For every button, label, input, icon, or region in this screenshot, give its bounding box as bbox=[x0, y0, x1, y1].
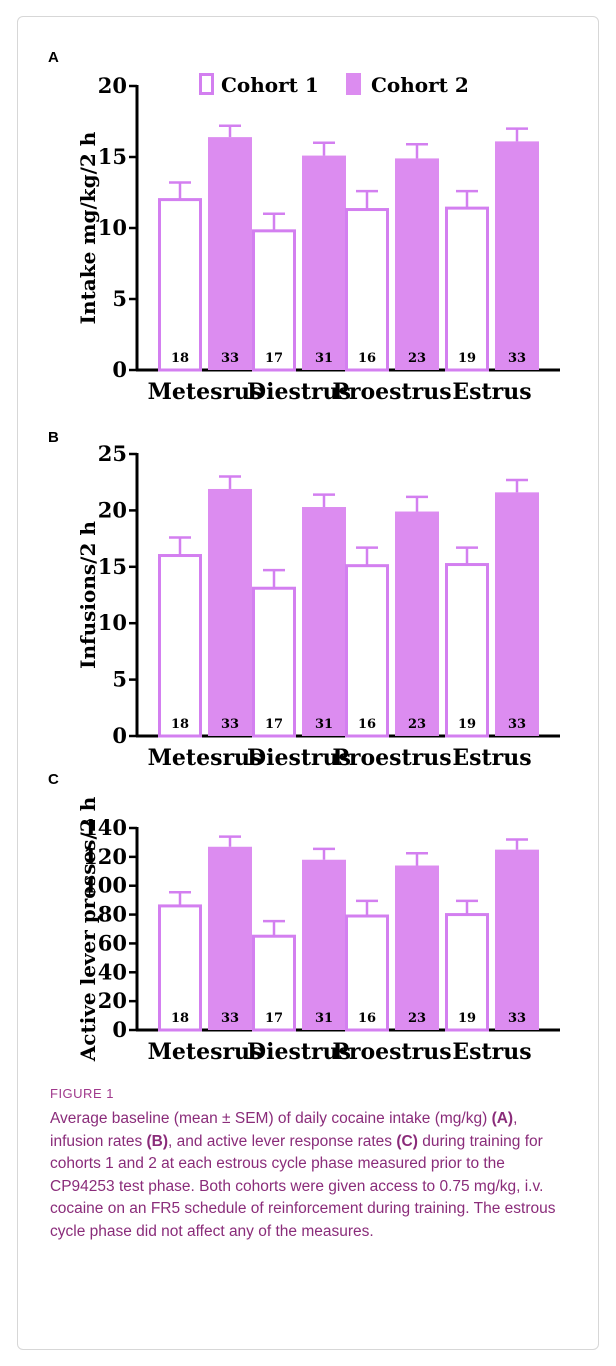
sample-size-label: 16 bbox=[358, 1011, 376, 1026]
sample-size-label: 33 bbox=[508, 717, 526, 732]
sample-size-label: 31 bbox=[315, 351, 333, 366]
x-tick-label: Metesrus bbox=[148, 379, 263, 405]
y-tick-label: 5 bbox=[112, 667, 127, 692]
panel-a-letter: A bbox=[48, 49, 59, 66]
sample-size-label: 31 bbox=[315, 717, 333, 732]
y-tick-label: 15 bbox=[98, 144, 127, 169]
cohort1-bar bbox=[252, 229, 296, 372]
cohort1-bar bbox=[158, 198, 202, 372]
cohort1-bar bbox=[445, 913, 489, 1032]
x-tick-label: Diestrus bbox=[247, 745, 351, 771]
cohort1-bar bbox=[252, 586, 296, 738]
sample-size-label: 18 bbox=[171, 717, 189, 732]
cohort2-bar bbox=[208, 137, 252, 370]
cohort2-bar bbox=[395, 511, 439, 736]
cohort2-bar bbox=[395, 158, 439, 370]
sample-size-label: 33 bbox=[221, 351, 239, 366]
sample-size-label: 23 bbox=[408, 351, 426, 366]
sample-size-label: 31 bbox=[315, 1011, 333, 1026]
y-tick-label: 15 bbox=[98, 554, 127, 579]
cohort1-bar bbox=[345, 914, 389, 1032]
cohort2-bar bbox=[302, 155, 346, 370]
cohort1-bar bbox=[445, 206, 489, 372]
x-tick-label: Diestrus bbox=[247, 1039, 351, 1065]
sample-size-label: 19 bbox=[458, 1011, 476, 1026]
sample-size-label: 18 bbox=[171, 351, 189, 366]
y-tick-label: 20 bbox=[98, 988, 127, 1013]
sample-size-label: 33 bbox=[508, 351, 526, 366]
y-tick-label: 20 bbox=[98, 497, 127, 522]
sample-size-label: 23 bbox=[408, 717, 426, 732]
y-axis-label: Intake mg/kg/2 h bbox=[76, 131, 100, 324]
caption-ref-b: (B) bbox=[146, 1132, 169, 1150]
cohort2-bar bbox=[302, 507, 346, 736]
cohort2-bar bbox=[208, 846, 252, 1030]
y-tick-label: 25 bbox=[98, 441, 127, 466]
sample-size-label: 19 bbox=[458, 351, 476, 366]
legend-cohort2-swatch bbox=[346, 73, 361, 95]
y-tick-label: 0 bbox=[112, 357, 127, 382]
y-axis-label: Infusions/2 h bbox=[76, 521, 100, 669]
sample-size-label: 23 bbox=[408, 1011, 426, 1026]
y-tick-label: 140 bbox=[83, 815, 127, 840]
caption-ref-a: (A) bbox=[491, 1110, 514, 1127]
x-tick-label: Proestrus bbox=[332, 745, 451, 771]
y-tick-label: 5 bbox=[112, 286, 127, 311]
x-tick-label: Proestrus bbox=[332, 379, 451, 405]
y-tick-label: 0 bbox=[112, 1017, 127, 1042]
cohort1-bar bbox=[158, 904, 202, 1032]
y-tick-label: 20 bbox=[98, 73, 127, 98]
y-tick-label: 80 bbox=[98, 902, 127, 927]
y-tick-label: 10 bbox=[98, 610, 127, 635]
cohort1-bar bbox=[445, 563, 489, 738]
sample-size-label: 33 bbox=[221, 717, 239, 732]
legend-cohort1-swatch bbox=[199, 73, 214, 95]
legend-cohort2-label: Cohort 2 bbox=[371, 73, 469, 97]
cohort2-bar bbox=[495, 141, 539, 370]
cohort2-bar bbox=[495, 492, 539, 736]
cohort1-bar bbox=[252, 934, 296, 1032]
sample-size-label: 17 bbox=[265, 1011, 283, 1026]
x-tick-label: Estrus bbox=[452, 1039, 531, 1065]
x-tick-label: Metesrus bbox=[148, 745, 263, 771]
cohort2-bar bbox=[208, 488, 252, 736]
panel-c-letter: C bbox=[48, 771, 59, 788]
x-tick-label: Estrus bbox=[452, 745, 531, 771]
cohort2-bar bbox=[495, 849, 539, 1030]
sample-size-label: 33 bbox=[508, 1011, 526, 1026]
y-tick-label: 0 bbox=[112, 723, 127, 748]
sample-size-label: 33 bbox=[221, 1011, 239, 1026]
cohort2-bar bbox=[302, 859, 346, 1030]
y-tick-label: 100 bbox=[83, 873, 127, 898]
sample-size-label: 16 bbox=[358, 717, 376, 732]
y-tick-label: 120 bbox=[83, 844, 127, 869]
y-tick-label: 40 bbox=[98, 959, 127, 984]
sample-size-label: 18 bbox=[171, 1011, 189, 1026]
cohort1-bar bbox=[158, 554, 202, 738]
cohort2-bar bbox=[395, 865, 439, 1030]
cohort1-bar bbox=[345, 208, 389, 372]
x-tick-label: Estrus bbox=[452, 379, 531, 405]
figure-label: FIGURE 1 bbox=[50, 1086, 114, 1101]
sample-size-label: 16 bbox=[358, 351, 376, 366]
legend-cohort1-label: Cohort 1 bbox=[221, 73, 319, 97]
y-tick-label: 10 bbox=[98, 215, 127, 240]
x-tick-label: Metesrus bbox=[148, 1039, 263, 1065]
figure-caption: Average baseline (mean ± SEM) of daily c… bbox=[50, 1110, 556, 1240]
sample-size-label: 19 bbox=[458, 717, 476, 732]
cohort1-bar bbox=[345, 564, 389, 738]
x-tick-label: Diestrus bbox=[247, 379, 351, 405]
y-axis-label: Active lever presses/2 h bbox=[76, 796, 100, 1062]
x-tick-label: Proestrus bbox=[332, 1039, 451, 1065]
sample-size-label: 17 bbox=[265, 717, 283, 732]
panel-b-letter: B bbox=[48, 429, 59, 446]
sample-size-label: 17 bbox=[265, 351, 283, 366]
y-tick-label: 60 bbox=[98, 930, 127, 955]
caption-ref-c: (C) bbox=[396, 1132, 418, 1150]
